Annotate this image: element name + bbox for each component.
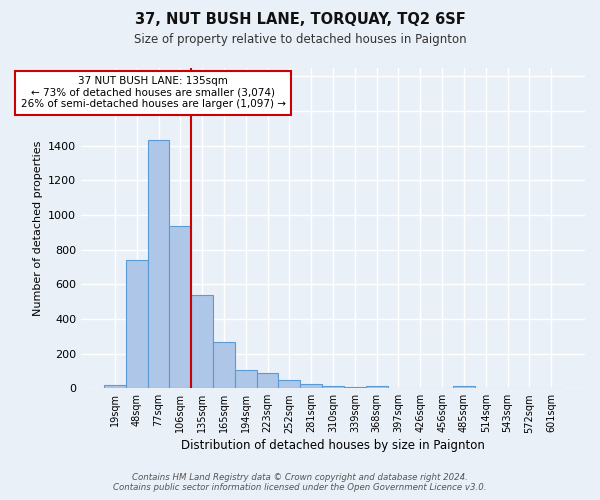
- Text: 37, NUT BUSH LANE, TORQUAY, TQ2 6SF: 37, NUT BUSH LANE, TORQUAY, TQ2 6SF: [134, 12, 466, 28]
- Bar: [148, 140, 169, 388]
- Text: Contains HM Land Registry data © Crown copyright and database right 2024.
Contai: Contains HM Land Registry data © Crown c…: [113, 473, 487, 492]
- Bar: [213, 342, 235, 388]
- Bar: [126, 260, 148, 388]
- Bar: [322, 386, 344, 388]
- Bar: [301, 384, 322, 388]
- Bar: [453, 386, 475, 388]
- X-axis label: Distribution of detached houses by size in Paignton: Distribution of detached houses by size …: [181, 440, 485, 452]
- Bar: [257, 372, 278, 388]
- Text: Size of property relative to detached houses in Paignton: Size of property relative to detached ho…: [134, 32, 466, 46]
- Bar: [169, 226, 191, 388]
- Y-axis label: Number of detached properties: Number of detached properties: [32, 140, 43, 316]
- Bar: [191, 296, 213, 388]
- Bar: [235, 370, 257, 388]
- Bar: [278, 380, 301, 388]
- Bar: [366, 386, 388, 388]
- Bar: [104, 384, 126, 388]
- Text: 37 NUT BUSH LANE: 135sqm
← 73% of detached houses are smaller (3,074)
26% of sem: 37 NUT BUSH LANE: 135sqm ← 73% of detach…: [20, 76, 286, 110]
